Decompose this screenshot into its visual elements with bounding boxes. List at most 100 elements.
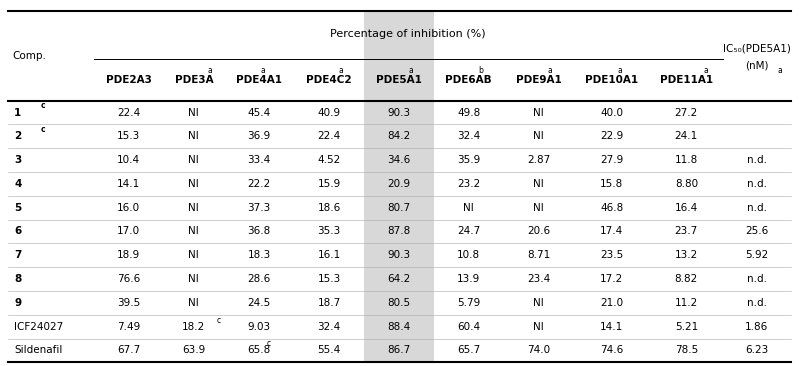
Text: a: a — [778, 66, 783, 75]
Text: 74.0: 74.0 — [527, 346, 551, 355]
Text: 18.6: 18.6 — [317, 203, 340, 213]
Text: PDE9A1: PDE9A1 — [515, 75, 562, 85]
Text: NI: NI — [189, 179, 199, 189]
Text: PDE5A1: PDE5A1 — [376, 75, 422, 85]
Text: 63.9: 63.9 — [182, 346, 205, 355]
Text: PDE4C2: PDE4C2 — [306, 75, 352, 85]
Text: 86.7: 86.7 — [388, 346, 411, 355]
Text: 8.80: 8.80 — [675, 179, 698, 189]
Text: 16.1: 16.1 — [317, 250, 340, 260]
Text: a: a — [408, 66, 413, 75]
Text: 2: 2 — [14, 131, 22, 141]
Text: 39.5: 39.5 — [117, 298, 141, 308]
Text: c: c — [266, 339, 270, 348]
Text: 2.87: 2.87 — [527, 155, 551, 165]
Text: PDE2A3: PDE2A3 — [105, 75, 152, 85]
Text: 21.0: 21.0 — [600, 298, 623, 308]
Text: 6.23: 6.23 — [745, 346, 769, 355]
Text: 10.8: 10.8 — [457, 250, 480, 260]
Text: 27.2: 27.2 — [674, 108, 698, 117]
Text: 4: 4 — [14, 179, 22, 189]
Text: 4.52: 4.52 — [317, 155, 340, 165]
Text: 46.8: 46.8 — [600, 203, 623, 213]
Text: 35.9: 35.9 — [457, 155, 480, 165]
Text: 32.4: 32.4 — [317, 322, 340, 332]
Text: 34.6: 34.6 — [388, 155, 411, 165]
Text: NI: NI — [189, 274, 199, 284]
Text: 14.1: 14.1 — [600, 322, 623, 332]
Text: PDE11A1: PDE11A1 — [660, 75, 713, 85]
Text: Comp.: Comp. — [12, 51, 46, 61]
Text: 5: 5 — [14, 203, 22, 213]
Text: 24.7: 24.7 — [457, 227, 480, 236]
Text: 40.9: 40.9 — [317, 108, 340, 117]
Text: 11.2: 11.2 — [674, 298, 698, 308]
Text: 15.3: 15.3 — [317, 274, 340, 284]
Text: a: a — [703, 66, 708, 75]
Text: 10.4: 10.4 — [117, 155, 140, 165]
Text: PDE4A1: PDE4A1 — [236, 75, 282, 85]
Text: 7: 7 — [14, 250, 22, 260]
Text: NI: NI — [189, 155, 199, 165]
Text: 14.1: 14.1 — [117, 179, 141, 189]
Text: 5.79: 5.79 — [457, 298, 480, 308]
Text: 40.0: 40.0 — [600, 108, 623, 117]
Text: a: a — [338, 66, 343, 75]
Text: 65.7: 65.7 — [457, 346, 480, 355]
Text: a: a — [548, 66, 553, 75]
Text: 24.1: 24.1 — [674, 131, 698, 141]
Text: NI: NI — [533, 322, 544, 332]
Text: n.d.: n.d. — [747, 155, 767, 165]
Text: 16.4: 16.4 — [674, 203, 698, 213]
Text: 3: 3 — [14, 155, 22, 165]
Text: a: a — [618, 66, 622, 75]
Text: 28.6: 28.6 — [248, 274, 271, 284]
Text: 84.2: 84.2 — [388, 131, 411, 141]
Text: 78.5: 78.5 — [674, 346, 698, 355]
Text: 88.4: 88.4 — [388, 322, 411, 332]
Text: 18.2: 18.2 — [182, 322, 205, 332]
Text: 22.9: 22.9 — [600, 131, 623, 141]
Text: 13.9: 13.9 — [457, 274, 480, 284]
Text: NI: NI — [533, 108, 544, 117]
Text: 17.0: 17.0 — [117, 227, 140, 236]
Text: 15.9: 15.9 — [317, 179, 340, 189]
Text: 20.6: 20.6 — [527, 227, 551, 236]
Text: 76.6: 76.6 — [117, 274, 141, 284]
Text: 15.3: 15.3 — [117, 131, 141, 141]
Text: 49.8: 49.8 — [457, 108, 480, 117]
Text: 67.7: 67.7 — [117, 346, 141, 355]
Text: NI: NI — [189, 250, 199, 260]
Text: NI: NI — [189, 298, 199, 308]
Text: 55.4: 55.4 — [317, 346, 340, 355]
Text: 7.49: 7.49 — [117, 322, 141, 332]
Text: NI: NI — [533, 131, 544, 141]
Text: NI: NI — [463, 203, 474, 213]
Text: 90.3: 90.3 — [388, 108, 411, 117]
Text: 33.4: 33.4 — [248, 155, 271, 165]
Text: NI: NI — [189, 227, 199, 236]
Text: 6: 6 — [14, 227, 22, 236]
Text: 45.4: 45.4 — [248, 108, 271, 117]
Text: 18.7: 18.7 — [317, 298, 340, 308]
Text: 23.5: 23.5 — [600, 250, 623, 260]
Text: 8.82: 8.82 — [674, 274, 698, 284]
Text: 18.3: 18.3 — [248, 250, 271, 260]
Text: 11.8: 11.8 — [674, 155, 698, 165]
Text: 36.8: 36.8 — [248, 227, 271, 236]
Text: 15.8: 15.8 — [600, 179, 623, 189]
Text: IC₅₀(PDE5A1): IC₅₀(PDE5A1) — [723, 43, 791, 53]
Text: NI: NI — [533, 179, 544, 189]
Text: ICF24027: ICF24027 — [14, 322, 64, 332]
Text: 35.3: 35.3 — [317, 227, 340, 236]
Bar — [364, 11, 434, 362]
Text: 32.4: 32.4 — [457, 131, 480, 141]
Text: 16.0: 16.0 — [117, 203, 140, 213]
Text: n.d.: n.d. — [747, 203, 767, 213]
Text: 22.4: 22.4 — [117, 108, 141, 117]
Text: 74.6: 74.6 — [600, 346, 623, 355]
Text: 5.92: 5.92 — [745, 250, 769, 260]
Text: a: a — [208, 66, 213, 75]
Text: 22.2: 22.2 — [248, 179, 271, 189]
Text: 64.2: 64.2 — [388, 274, 411, 284]
